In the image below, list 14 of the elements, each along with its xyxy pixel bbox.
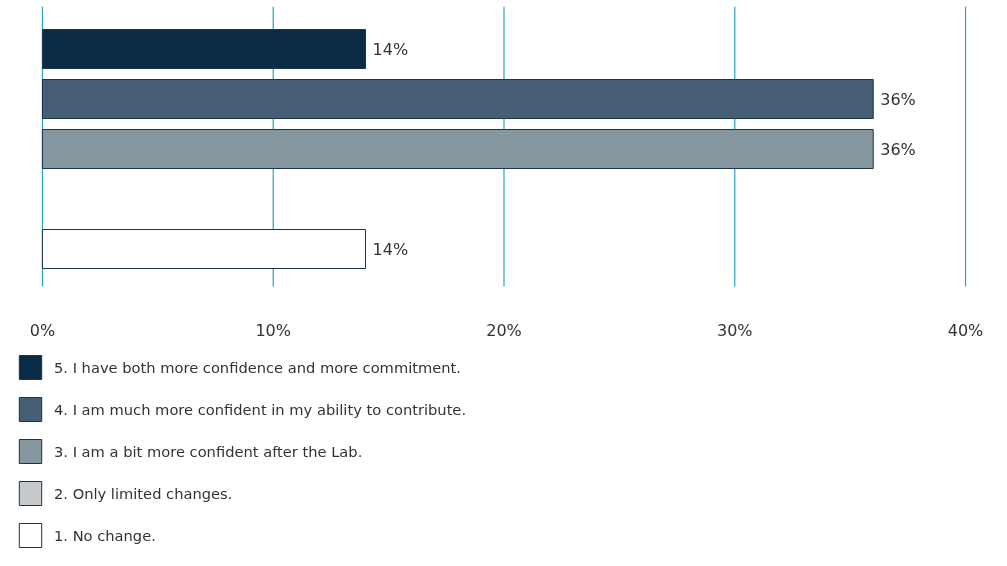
- data-label: 14%: [372, 39, 409, 59]
- legend-label: 2. Only limited changes.: [54, 484, 233, 502]
- data-label: 36%: [880, 89, 916, 109]
- legend-label: 5. I have both more confidence and more commitment.: [54, 358, 461, 376]
- x-tick-label: 10%: [255, 320, 292, 340]
- x-tick-label: 40%: [947, 320, 984, 340]
- x-tick-label: 30%: [716, 320, 753, 340]
- legend-label: 3. I am a bit more confident after the Lab.: [54, 442, 363, 460]
- x-tick-label: 0%: [29, 320, 56, 340]
- x-tick-label: 20%: [486, 320, 522, 340]
- data-label: 36%: [880, 139, 916, 159]
- legend-label: 1. No change.: [54, 526, 156, 544]
- data-label: 14%: [372, 239, 409, 259]
- legend-label: 4. I am much more confident in my ability to contribute.: [54, 400, 467, 418]
